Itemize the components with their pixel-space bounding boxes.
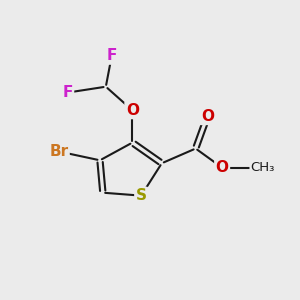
Text: CH₃: CH₃ xyxy=(250,161,274,174)
Text: F: F xyxy=(62,85,73,100)
Text: Br: Br xyxy=(49,144,68,159)
Text: O: O xyxy=(216,160,229,175)
Text: O: O xyxy=(126,103,139,118)
Text: F: F xyxy=(106,48,117,63)
Text: O: O xyxy=(201,109,214,124)
Text: S: S xyxy=(136,188,147,203)
